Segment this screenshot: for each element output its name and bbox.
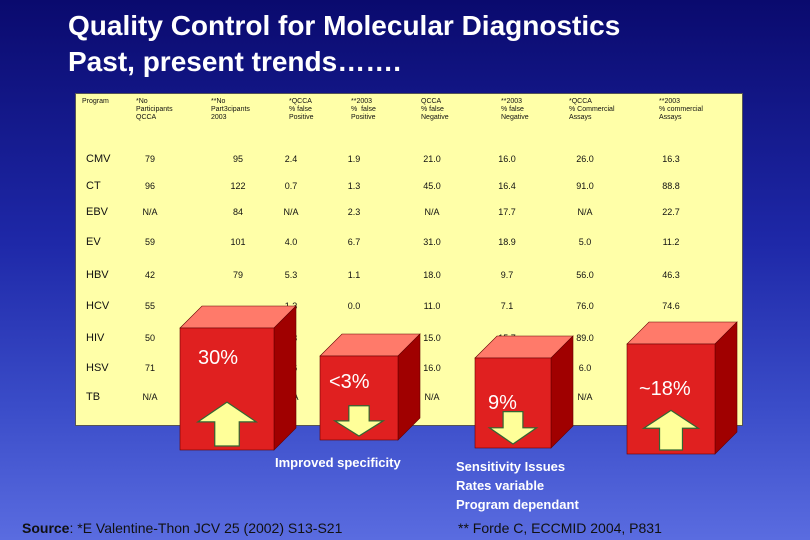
column-header-4: **2003 % false Positive xyxy=(351,98,376,121)
box-shape xyxy=(626,321,738,455)
table-cell: 11.0 xyxy=(423,301,441,311)
table-cell: 56.0 xyxy=(576,270,594,280)
table-cell: 21.0 xyxy=(423,154,441,164)
improved-specificity-note: Improved specificity xyxy=(275,455,401,470)
row-label-ev: EV xyxy=(86,236,101,248)
table-cell: 74.6 xyxy=(662,301,680,311)
table-cell: 50 xyxy=(144,333,156,343)
table-cell: 1.3 xyxy=(347,181,361,191)
down-arrow-icon xyxy=(332,405,386,437)
table-cell: 16.3 xyxy=(662,154,680,164)
row-label-hbv: HBV xyxy=(86,269,109,281)
table-cell: 79 xyxy=(144,154,156,164)
sensitivity-issues-note: Sensitivity Issues xyxy=(456,459,566,474)
column-header-7: *QCCA % Commercial Assays xyxy=(569,98,615,121)
table-cell: 9.7 xyxy=(500,270,514,280)
source-citation: Source: *E Valentine-Thon JCV 25 (2002) … xyxy=(22,521,342,535)
highlight-label-3: 9% xyxy=(488,392,517,414)
highlight-box-3 xyxy=(474,335,574,449)
highlight-box-1 xyxy=(179,305,297,451)
table-cell: 55 xyxy=(144,301,156,311)
table-cell: 18.0 xyxy=(423,270,441,280)
row-label-hcv: HCV xyxy=(86,300,110,312)
column-header-6: **2003 % false Negative xyxy=(501,98,529,121)
table-cell: 84 xyxy=(232,207,244,217)
table-cell: 11.2 xyxy=(662,237,680,247)
table-cell: N/A xyxy=(424,207,440,217)
table-cell: 0.0 xyxy=(347,301,361,311)
table-cell: N/A xyxy=(577,207,593,217)
rates-variable-note: Rates variable xyxy=(456,478,545,493)
table-cell: 31.0 xyxy=(423,237,441,247)
table-cell: N/A xyxy=(283,207,299,217)
highlight-label-4: ~18% xyxy=(639,378,691,400)
table-cell: 45.0 xyxy=(423,181,441,191)
table-cell: 46.3 xyxy=(662,270,680,280)
box-shape xyxy=(319,333,421,441)
forde-citation: ** Forde C, ECCMID 2004, P831 xyxy=(458,520,662,536)
table-cell: 5.3 xyxy=(284,270,298,280)
table-cell: 79 xyxy=(232,270,244,280)
column-header-3: *QCCA % false Positive xyxy=(289,98,314,121)
highlight-label-1: 30% xyxy=(198,347,239,369)
table-cell: 15.0 xyxy=(423,333,441,343)
column-header-1: *No Participants QCCA xyxy=(136,98,173,121)
program-dependant-note: Program dependant xyxy=(456,497,579,512)
down-arrow-icon xyxy=(487,410,539,445)
column-header-8: **2003 % commercial Assays xyxy=(659,98,703,121)
table-cell: 5.0 xyxy=(578,237,592,247)
table-cell: 42 xyxy=(144,270,156,280)
table-cell: 91.0 xyxy=(576,181,594,191)
table-cell: 101 xyxy=(230,237,246,247)
table-cell: 122 xyxy=(230,181,246,191)
highlight-label-2: <3% xyxy=(329,371,370,393)
table-cell: 4.0 xyxy=(284,237,298,247)
up-arrow-icon xyxy=(641,409,701,451)
table-cell: N/A xyxy=(424,392,440,402)
title-line-2: Past, present trends……. xyxy=(68,46,401,77)
table-cell: 2.4 xyxy=(284,154,298,164)
table-cell: 95 xyxy=(232,154,244,164)
table-cell: 88.8 xyxy=(662,181,680,191)
table-cell: 18.9 xyxy=(498,237,516,247)
table-cell: 2.3 xyxy=(347,207,361,217)
up-arrow-icon xyxy=(195,401,259,447)
table-cell: N/A xyxy=(577,392,593,402)
table-cell: 59 xyxy=(144,237,156,247)
table-cell: 6.7 xyxy=(347,237,361,247)
table-cell: 1.9 xyxy=(347,154,361,164)
source-text: : *E Valentine-Thon JCV 25 (2002) S13-S2… xyxy=(69,520,343,536)
table-cell: 17.7 xyxy=(498,207,516,217)
column-header-0: Program xyxy=(82,98,109,105)
column-header-5: QCCA % false Negative xyxy=(421,98,449,121)
row-label-cmv: CMV xyxy=(86,153,111,165)
table-cell: 0.7 xyxy=(284,181,298,191)
box-shape xyxy=(179,305,297,451)
table-cell: 16.0 xyxy=(498,154,516,164)
table-cell: 89.0 xyxy=(576,333,594,343)
table-cell: 96 xyxy=(144,181,156,191)
table-cell: 16.4 xyxy=(498,181,516,191)
column-header-2: **No Part3cipants 2003 xyxy=(211,98,250,121)
highlight-box-4 xyxy=(626,321,738,455)
row-label-tb: TB xyxy=(86,391,101,403)
title-line-1: Quality Control for Molecular Diagnostic… xyxy=(68,10,621,41)
table-cell: 6.0 xyxy=(578,363,592,373)
table-cell: 26.0 xyxy=(576,154,594,164)
highlight-box-2 xyxy=(319,333,421,441)
table-cell: 7.1 xyxy=(500,301,514,311)
table-cell: 16.0 xyxy=(423,363,441,373)
table-cell: 76.0 xyxy=(576,301,594,311)
row-label-hsv: HSV xyxy=(86,362,109,374)
table-cell: 1.1 xyxy=(347,270,361,280)
source-label: Source xyxy=(22,520,70,536)
row-label-hiv: HIV xyxy=(86,332,105,344)
table-cell: 71 xyxy=(144,363,156,373)
row-label-ebv: EBV xyxy=(86,206,109,218)
table-cell: N/A xyxy=(142,207,158,217)
table-cell: 22.7 xyxy=(662,207,680,217)
row-label-ct: CT xyxy=(86,180,101,192)
box-shape xyxy=(474,335,574,449)
table-cell: N/A xyxy=(142,392,158,402)
